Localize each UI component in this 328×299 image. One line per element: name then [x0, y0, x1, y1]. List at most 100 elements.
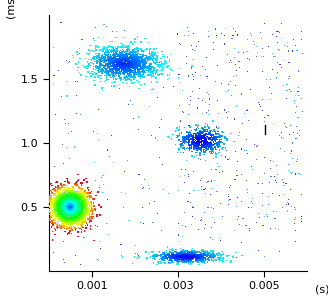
Point	[79, 224, 84, 229]
Point	[77, 199, 82, 204]
Point	[62, 205, 67, 210]
Point	[105, 62, 110, 67]
Point	[200, 127, 206, 132]
Point	[170, 254, 175, 259]
Point	[187, 138, 192, 143]
Point	[191, 252, 196, 257]
Point	[110, 74, 115, 78]
Point	[70, 198, 75, 203]
Point	[147, 65, 153, 70]
Point	[275, 29, 280, 34]
Point	[97, 58, 102, 63]
Point	[244, 137, 249, 142]
Point	[62, 117, 67, 122]
Point	[72, 212, 77, 216]
Point	[51, 203, 56, 208]
Point	[79, 194, 84, 199]
Point	[103, 67, 108, 71]
Point	[55, 188, 60, 193]
Point	[79, 217, 85, 222]
Point	[51, 207, 57, 212]
Point	[58, 207, 63, 211]
Point	[67, 208, 72, 212]
Point	[97, 56, 102, 61]
Point	[60, 197, 66, 202]
Point	[58, 204, 63, 209]
Point	[62, 191, 68, 196]
Point	[75, 207, 80, 212]
Point	[79, 190, 84, 195]
Point	[201, 152, 207, 157]
Point	[200, 248, 205, 253]
Point	[112, 52, 117, 57]
Point	[131, 60, 136, 65]
Point	[69, 213, 74, 218]
Point	[47, 216, 52, 221]
Point	[164, 253, 169, 257]
Point	[45, 200, 50, 205]
Point	[40, 204, 46, 209]
Point	[203, 132, 209, 137]
Point	[78, 196, 83, 200]
Point	[270, 191, 276, 196]
Point	[59, 216, 65, 221]
Point	[164, 254, 169, 258]
Point	[77, 215, 83, 219]
Point	[140, 69, 145, 74]
Point	[262, 254, 267, 259]
Point	[166, 76, 171, 81]
Point	[113, 77, 118, 81]
Point	[270, 32, 275, 37]
Point	[73, 205, 78, 209]
Point	[120, 62, 125, 66]
Point	[73, 212, 79, 217]
Point	[121, 49, 126, 54]
Point	[52, 208, 58, 213]
Point	[78, 208, 83, 213]
Point	[121, 55, 126, 60]
Point	[139, 48, 144, 53]
Point	[66, 219, 71, 224]
Point	[97, 64, 102, 69]
Point	[123, 63, 129, 68]
Point	[299, 216, 304, 221]
Point	[64, 220, 69, 225]
Point	[130, 65, 135, 70]
Point	[123, 59, 129, 64]
Point	[181, 256, 186, 260]
Point	[67, 204, 72, 209]
Point	[50, 200, 55, 205]
Point	[132, 61, 137, 65]
Point	[61, 199, 66, 204]
Point	[169, 257, 174, 262]
Point	[200, 139, 205, 144]
Point	[206, 145, 211, 150]
Point	[121, 71, 126, 76]
Point	[245, 57, 250, 61]
Point	[94, 59, 99, 63]
Point	[72, 216, 77, 221]
Point	[137, 59, 143, 63]
Point	[127, 73, 133, 78]
Point	[116, 64, 121, 68]
Point	[143, 250, 149, 254]
Point	[66, 207, 71, 212]
Point	[95, 213, 100, 218]
Point	[93, 71, 99, 76]
Point	[118, 41, 123, 46]
Point	[180, 146, 185, 150]
Point	[140, 68, 145, 73]
Point	[198, 178, 204, 183]
Point	[62, 199, 67, 204]
Point	[137, 62, 142, 66]
Point	[233, 62, 238, 67]
Point	[122, 50, 127, 54]
Point	[67, 198, 72, 203]
Point	[132, 60, 137, 65]
Point	[74, 215, 80, 220]
Point	[203, 150, 208, 155]
Point	[195, 255, 200, 260]
Point	[75, 215, 80, 219]
Point	[136, 66, 141, 71]
Point	[197, 258, 202, 263]
